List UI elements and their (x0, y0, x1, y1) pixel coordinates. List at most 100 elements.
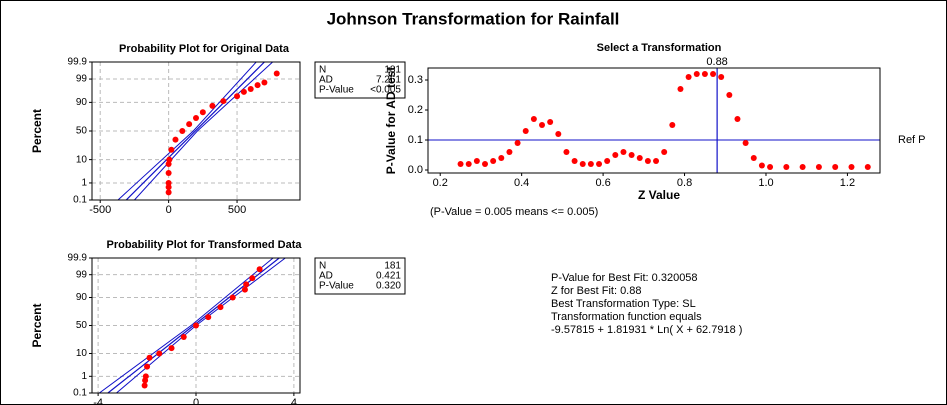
point (165, 189, 172, 196)
point (172, 136, 179, 143)
point (193, 322, 199, 329)
y-tick-label: 0.1 (73, 388, 87, 399)
y-tick-label: 50 (76, 320, 88, 331)
point (473, 158, 480, 164)
point (750, 155, 757, 161)
point (620, 149, 627, 155)
x-tick-label: 0.8 (677, 177, 692, 189)
point (217, 304, 224, 311)
summary-line: -9.57815 + 1.81931 * Ln( X + 62.7918 ) (551, 324, 742, 336)
point (254, 82, 261, 89)
x-tick-label: 0.2 (433, 177, 448, 189)
point (604, 158, 611, 164)
point (168, 146, 175, 153)
stats-box (314, 61, 406, 99)
point (848, 164, 855, 170)
x-tick-label: 1.0 (758, 177, 773, 189)
x-axis-label: Z Value (638, 188, 680, 202)
y-tick-label: 0.1 (73, 195, 87, 206)
x-tick-label: -500 (89, 204, 111, 216)
point (628, 152, 635, 158)
stats-label: P-Value (319, 281, 354, 292)
stats-label: P-Value (319, 85, 354, 96)
plot-frame (91, 61, 301, 201)
point (677, 86, 684, 92)
confidence-band (117, 62, 257, 200)
point (734, 116, 741, 122)
x-tick-label: 0 (166, 204, 172, 216)
point (209, 102, 216, 109)
point (220, 98, 227, 105)
y-tick-label: 99 (76, 74, 88, 85)
y-tick-label: 90 (76, 97, 88, 108)
point (530, 116, 537, 122)
stats-label: AD (319, 271, 333, 282)
confidence-band (99, 258, 274, 393)
point (832, 164, 839, 170)
point (465, 161, 472, 167)
point (783, 164, 790, 170)
point (718, 74, 725, 80)
point (457, 161, 464, 167)
point (636, 155, 643, 161)
reference-label: Ref P (898, 134, 926, 146)
plot-frame (427, 67, 881, 174)
plot-frame (91, 257, 301, 394)
y-tick-label: 50 (76, 126, 88, 137)
point (612, 152, 619, 158)
y-axis-label: Percent (30, 303, 44, 347)
x-tick-label: 4 (291, 397, 297, 405)
y-tick-label: 10 (76, 348, 88, 359)
point (243, 281, 250, 288)
stats-box (314, 257, 406, 295)
stats-label: AD (319, 75, 333, 86)
point (179, 128, 186, 134)
y-tick-label: 0.3 (408, 74, 423, 86)
x-tick-label: -4 (93, 397, 103, 405)
point (166, 156, 173, 163)
point (685, 74, 692, 80)
x-tick-label: 0 (193, 397, 199, 405)
point (587, 161, 594, 167)
point (799, 164, 806, 170)
y-tick-label: 99 (76, 269, 88, 280)
point (864, 164, 871, 170)
point (644, 158, 651, 164)
y-tick-label: 10 (76, 154, 88, 165)
point (168, 345, 175, 352)
point (193, 114, 199, 121)
y-tick-label: 90 (76, 292, 88, 303)
y-tick-label: 99.9 (68, 253, 88, 264)
point (144, 363, 151, 370)
point (141, 382, 148, 389)
y-tick-label: 99.9 (68, 57, 88, 68)
summary-line: P-Value for Best Fit: 0.320058 (551, 272, 698, 284)
confidence-band (134, 62, 273, 200)
chart-title: Probability Plot for Original Data (119, 43, 290, 55)
stats-label: N (319, 261, 326, 272)
summary-line: Transformation function equals (551, 311, 702, 323)
stats-value: 0.320 (376, 281, 401, 292)
point (522, 128, 529, 134)
point (247, 86, 254, 93)
point (234, 93, 241, 100)
point (261, 79, 268, 86)
point (563, 149, 570, 155)
point (726, 92, 733, 98)
y-axis-label: P-Value for AD test (384, 67, 398, 175)
point (482, 161, 489, 167)
point (186, 121, 193, 128)
stats-value: 181 (384, 65, 401, 76)
page-title: Johnson Transformation for Rainfall (327, 9, 620, 28)
point (156, 350, 163, 357)
y-tick-label: 0.1 (408, 134, 423, 146)
stats-value: 181 (384, 261, 401, 272)
point (165, 184, 172, 191)
fit-line (125, 62, 265, 200)
point (661, 149, 668, 155)
point (539, 122, 546, 128)
point (249, 275, 256, 282)
point (815, 164, 822, 170)
